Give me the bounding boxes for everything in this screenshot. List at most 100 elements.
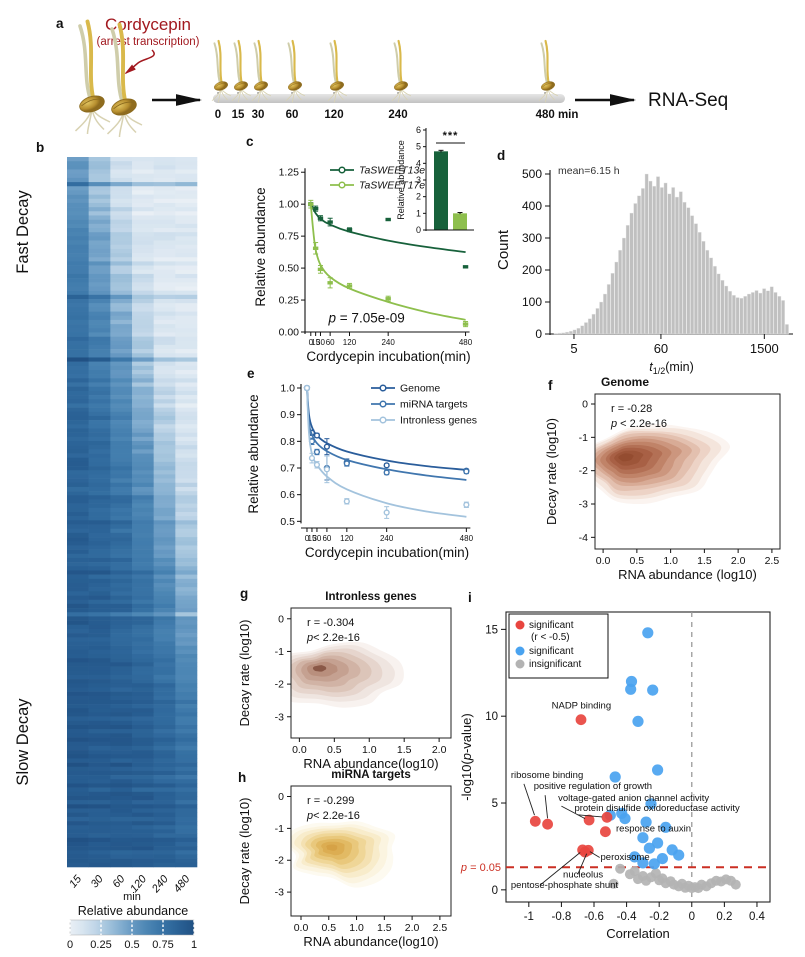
y-axis-title: Decay rate (log10) — [237, 620, 252, 727]
x-tick-label: 240 — [380, 534, 394, 543]
y-tick-label: 6 — [416, 125, 421, 135]
y-tick-label: 0 — [278, 791, 284, 803]
drug-pointer-arrow — [124, 49, 155, 75]
annotation-leader — [539, 852, 581, 886]
y-tick-label: 0.50 — [279, 263, 300, 275]
y-tick-label: -3 — [579, 499, 588, 511]
x-tick-label: 2.0 — [731, 555, 746, 567]
y-tick-label: 10 — [485, 711, 498, 723]
panel-h-density: 0.0 0.5 1.0 1.5 2.0 2.5 0 -1 -2 -3 r = -0.299 p< 2.… — [237, 769, 452, 949]
y-tick-label: 0.7 — [280, 463, 295, 475]
y-tick-label: -1 — [579, 432, 588, 444]
seedling-icon — [106, 22, 143, 138]
y-tick-label: 1 — [416, 208, 421, 218]
y-axis-title: Relative abundance — [396, 140, 406, 220]
seedling-icon — [211, 39, 232, 103]
fit-curve-miRNA targets — [306, 387, 467, 481]
panel-label-d: d — [497, 148, 506, 163]
annotation-leader — [523, 783, 535, 816]
significance-stars: *** — [443, 130, 459, 142]
x-tick-label: 1.5 — [377, 922, 392, 934]
seedling-icon — [285, 39, 306, 103]
panel-label-c: c — [246, 134, 254, 149]
legend-box — [508, 613, 609, 679]
y-tick-label: 0.8 — [280, 436, 295, 448]
y-tick-label: -4 — [579, 532, 588, 544]
legend-marker — [379, 400, 387, 408]
timepoint-label: 30 — [252, 109, 265, 121]
inset-bar-chart: 0 1 2 3 4 5 6 *** — [416, 125, 474, 235]
heatmap-unit-label: min — [123, 891, 141, 903]
y-axis-title: Decay rate (log10) — [237, 798, 252, 905]
seedling-icon — [74, 19, 111, 135]
x-axis-title: RNA abundance(log10) — [303, 934, 438, 949]
y-tick-label: 0.25 — [279, 295, 300, 307]
annotation-label: NADP binding — [552, 700, 612, 711]
p-value-text: p< 2.2e-16 — [306, 810, 360, 822]
y-tick-label: 0.6 — [280, 489, 295, 501]
x-tick-label: 0.0 — [596, 555, 611, 567]
x-tick-label: 0 — [689, 911, 695, 923]
x-tick-label: 120 — [343, 338, 357, 347]
x-tick-label: 1.0 — [362, 744, 377, 756]
annotation-label: pentose-phosphate shunt — [511, 880, 619, 891]
y-tick-label: 500 — [522, 167, 542, 181]
chart-h: 0.0 0.5 1.0 1.5 2.0 2.5 0 -1 -2 -3 r = -0.299 p< 2.… — [275, 785, 452, 934]
timepoint-label: 0 — [215, 109, 221, 121]
density-contours — [291, 821, 396, 888]
y-tick-label: 0 — [535, 327, 542, 341]
y-tick-label: -2 — [579, 465, 588, 477]
x-tick-label: 0.5 — [321, 922, 336, 934]
y-tick-label: 5 — [492, 798, 498, 810]
y-tick-label: 100 — [522, 295, 542, 309]
y-tick-label: 15 — [485, 624, 498, 636]
seedling-icon — [327, 39, 348, 103]
x-tick-label: 30 — [316, 338, 325, 347]
x-tick-label: 480 — [460, 534, 474, 543]
y-tick-label: 0.75 — [279, 231, 300, 243]
y-tick-label: 3 — [416, 175, 421, 185]
seedling-icon — [231, 39, 252, 103]
legend-marker — [515, 659, 525, 669]
heatmap-col-label: 30 — [89, 873, 107, 891]
x-tick-label: -0.4 — [617, 911, 637, 923]
plot-frame — [290, 607, 452, 739]
annotation-label: peroxisome — [601, 852, 650, 863]
x-tick-label: 0.0 — [292, 744, 307, 756]
slow-decay-label: Slow Decay — [14, 698, 32, 786]
x-tick-label: 0.2 — [716, 911, 732, 923]
y-axis-title: Relative abundance — [246, 394, 261, 513]
annotation-leader — [544, 795, 549, 819]
correlation-text: r = -0.299 — [307, 795, 354, 807]
panel-label-e: e — [247, 366, 255, 381]
density-contours — [595, 424, 731, 505]
y-tick-label: -3 — [275, 711, 284, 723]
mean-annotation: mean=6.15 h — [558, 165, 620, 177]
legend-marker — [338, 181, 346, 189]
timepoint-label: 240 — [388, 109, 407, 121]
bar-TaSWEET17e — [453, 213, 467, 230]
points-significant_r_lt_-0.5 — [529, 714, 613, 858]
legend-label: significant — [529, 620, 574, 631]
x-tick-label: 2.5 — [433, 922, 448, 934]
chart-title: miRNA targets — [331, 769, 410, 781]
x-tick-label: 0.5 — [630, 555, 645, 567]
panel-d-histogram: 0 100 200 300 400 500 5 60 1500 mean=6.15 h t1/2(m… — [495, 165, 793, 376]
annotation-label: ribosome binding — [511, 770, 583, 781]
timeline-bar — [213, 94, 565, 103]
annotation-leader — [561, 805, 586, 820]
panel-i-volcano: p = 0.05 -1 -0.8 -0.6 -0.4 -0.2 0 0.2 0.4 0 5 10 15 N… — [459, 611, 771, 941]
p-value-text: p< 2.2e-16 — [306, 632, 360, 644]
panel-label-i: i — [468, 590, 472, 605]
fit-curve-TaSWEET13e — [310, 203, 466, 253]
points-significant — [604, 627, 685, 870]
y-tick-label: 1.25 — [279, 167, 300, 179]
panel-f-density: 0.0 0.5 1.0 1.5 2.0 2.5 0 -1 -2 -3 -4 r = -0.28 p < … — [544, 375, 781, 582]
panel-g-density: 0.0 0.5 1.0 1.5 2.0 0 -1 -2 -3 r = -0.304 p< 2.2e-… — [237, 591, 452, 771]
x-tick-label: -0.2 — [649, 911, 669, 923]
x-axis-title: RNA abundance (log10) — [618, 567, 757, 582]
y-tick-label: 300 — [522, 231, 542, 245]
